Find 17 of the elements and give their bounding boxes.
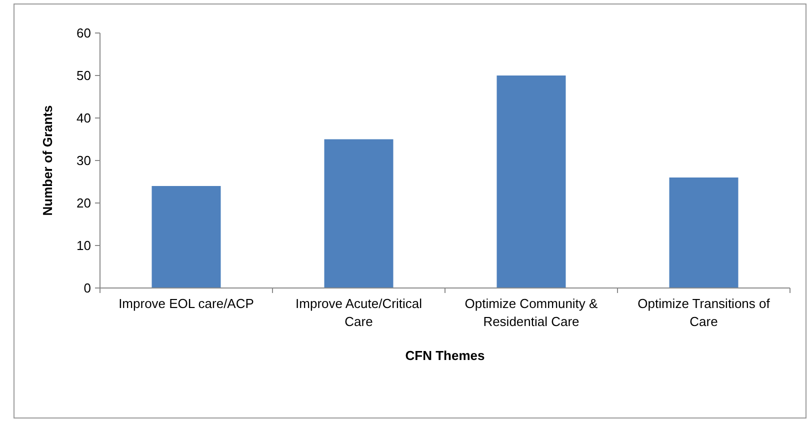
y-tick-label: 60 [76,26,91,41]
x-tick-label: Optimize Transitions of Care [638,296,770,329]
y-tick-label: 40 [76,110,91,126]
x-axis-title: CFN Themes [405,348,485,363]
y-axis-title: Number of Grants [40,105,55,216]
bar [669,178,738,288]
y-tick-label: 50 [76,68,91,84]
x-tick-label: Optimize Community & Residential Care [464,296,598,329]
bar [324,139,394,288]
x-tick-label: Improve EOL care/ACP [118,296,254,311]
bar [152,186,221,288]
y-tick-label: 0 [84,280,91,296]
y-tick-label: 10 [76,238,91,254]
x-tick-label: Improve Acute/Critical Care [296,296,422,329]
bar [496,76,566,288]
y-tick-label: 20 [76,196,91,211]
y-tick-label: 30 [76,153,91,168]
